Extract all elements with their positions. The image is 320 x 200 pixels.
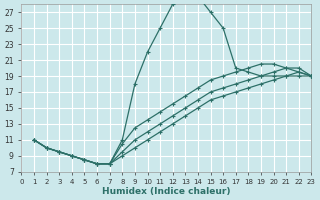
X-axis label: Humidex (Indice chaleur): Humidex (Indice chaleur) bbox=[102, 187, 231, 196]
